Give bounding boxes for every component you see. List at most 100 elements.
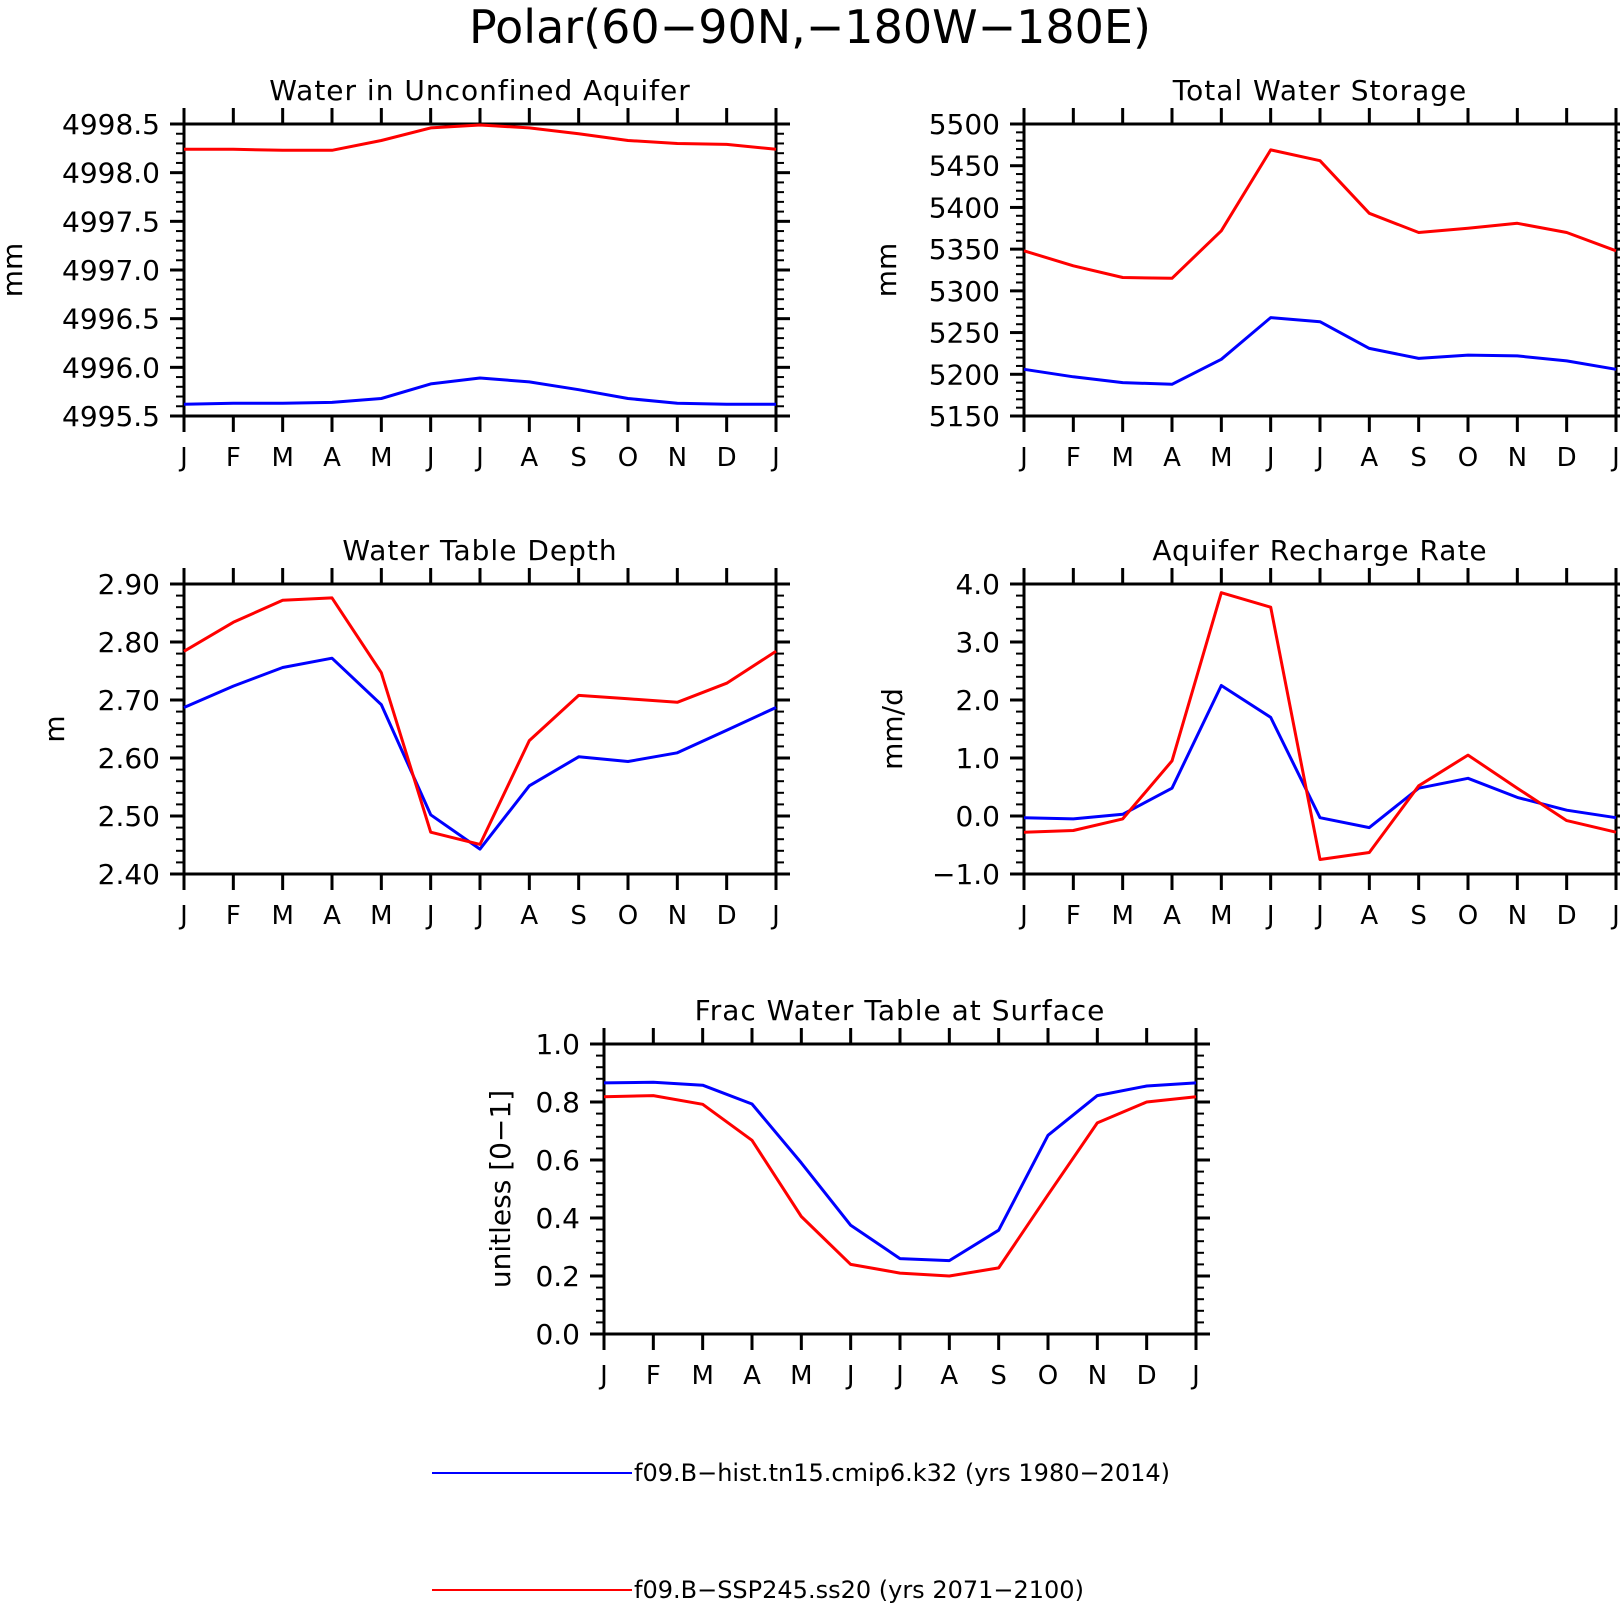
x-tick-label: O [1038, 1361, 1058, 1391]
y-tick-label: 4997.5 [62, 205, 160, 238]
y-tick-label: 5350 [929, 233, 1000, 266]
y-tick-label: 5250 [929, 317, 1000, 350]
panel-title: Total Water Storage [1172, 74, 1468, 107]
plot-frame [1022, 582, 1618, 876]
x-tick-label: D [1557, 901, 1577, 931]
x-tick-label: J [1265, 443, 1275, 473]
x-tick-label: A [323, 443, 341, 473]
x-tick-label: M [271, 901, 293, 931]
x-tick-label: N [668, 443, 687, 473]
plot-frame [182, 122, 778, 418]
x-tick-label: M [370, 901, 392, 931]
x-tick-label: J [474, 901, 484, 931]
x-tick-label: A [1163, 443, 1181, 473]
legend-label: f09.B−SSP245.ss20 (yrs 2071−2100) [634, 1576, 1084, 1604]
x-tick-label: F [226, 901, 241, 931]
y-tick-label: 0.2 [535, 1260, 580, 1293]
x-tick-label: N [1508, 901, 1527, 931]
y-tick-label: 5500 [929, 108, 1000, 141]
x-tick-label: J [1610, 901, 1620, 931]
series-line-ssp [183, 596, 777, 846]
y-tick-label: 4995.5 [62, 400, 160, 433]
y-tick-label: 5150 [929, 400, 1000, 433]
y-axis-label: mm/d [876, 688, 909, 770]
x-tick-label: M [271, 443, 293, 473]
y-tick-label: 2.70 [98, 684, 160, 717]
y-axis-label: unitless [0−1] [484, 1090, 517, 1288]
x-tick-label: J [1610, 443, 1620, 473]
y-tick-label: 4.0 [955, 568, 1000, 601]
x-tick-label: A [323, 901, 341, 931]
y-tick-label: 2.90 [98, 568, 160, 601]
y-tick-label: 5200 [929, 358, 1000, 391]
x-tick-label: O [1458, 901, 1478, 931]
x-tick-label: A [1360, 443, 1378, 473]
x-tick-label: F [646, 1361, 661, 1391]
panel-title: Water in Unconfined Aquifer [269, 74, 690, 107]
y-tick-label: 4996.5 [62, 303, 160, 336]
y-tick-label: 4997.0 [62, 254, 160, 287]
legend: f09.B−hist.tn15.cmip6.k32 (yrs 1980−2014… [432, 1459, 1170, 1604]
x-tick-label: J [1314, 901, 1324, 931]
plot-frame [182, 582, 778, 876]
x-tick-label: F [226, 443, 241, 473]
x-tick-label: J [1018, 901, 1028, 931]
y-tick-label: 2.0 [955, 684, 1000, 717]
x-tick-label: S [570, 443, 587, 473]
x-tick-label: J [894, 1361, 904, 1391]
y-tick-label: 0.8 [535, 1086, 580, 1119]
y-tick-label: 5400 [929, 191, 1000, 224]
y-tick-label: 2.50 [98, 800, 160, 833]
x-tick-label: M [1210, 901, 1232, 931]
y-tick-label: 4998.0 [62, 157, 160, 190]
y-axis-label: mm [0, 243, 29, 298]
x-tick-label: S [990, 1361, 1007, 1391]
series-line-ssp [603, 1094, 1197, 1278]
panel-title: Water Table Depth [342, 534, 617, 567]
x-tick-label: S [570, 901, 587, 931]
figure-title: Polar(60−90N,−180W−180E) [469, 0, 1151, 54]
x-tick-label: M [1210, 443, 1232, 473]
y-tick-label: 0.6 [535, 1144, 580, 1177]
x-tick-label: M [1111, 901, 1133, 931]
x-tick-label: J [425, 443, 435, 473]
series-line-ssp [1023, 591, 1617, 861]
x-tick-label: D [1557, 443, 1577, 473]
x-tick-label: M [1111, 443, 1133, 473]
panel-title: Aquifer Recharge Rate [1152, 534, 1487, 567]
x-tick-label: J [770, 443, 780, 473]
x-tick-label: F [1066, 901, 1081, 931]
plot-frame [602, 1042, 1198, 1336]
x-tick-label: O [618, 901, 638, 931]
y-tick-label: 4996.0 [62, 351, 160, 384]
x-tick-label: A [520, 443, 538, 473]
x-tick-label: J [474, 443, 484, 473]
x-tick-label: A [743, 1361, 761, 1391]
y-tick-label: 3.0 [955, 626, 1000, 659]
series-line-ssp [184, 123, 777, 152]
panel-title: Frac Water Table at Surface [695, 994, 1106, 1027]
series-line-hist [1023, 684, 1617, 830]
x-tick-label: M [691, 1361, 713, 1391]
legend-label: f09.B−hist.tn15.cmip6.k32 (yrs 1980−2014… [634, 1459, 1170, 1487]
x-tick-label: S [1410, 901, 1427, 931]
y-tick-label: 0.0 [535, 1318, 580, 1351]
x-tick-label: J [178, 443, 188, 473]
x-tick-label: N [1508, 443, 1527, 473]
x-tick-label: N [668, 901, 687, 931]
y-axis-label: m [38, 715, 71, 742]
y-axis-label: mm [870, 243, 903, 298]
x-tick-label: S [1410, 443, 1427, 473]
x-tick-label: O [618, 443, 638, 473]
x-tick-label: A [1360, 901, 1378, 931]
y-tick-label: 1.0 [955, 742, 1000, 775]
x-tick-label: J [1265, 901, 1275, 931]
x-tick-label: J [425, 901, 435, 931]
